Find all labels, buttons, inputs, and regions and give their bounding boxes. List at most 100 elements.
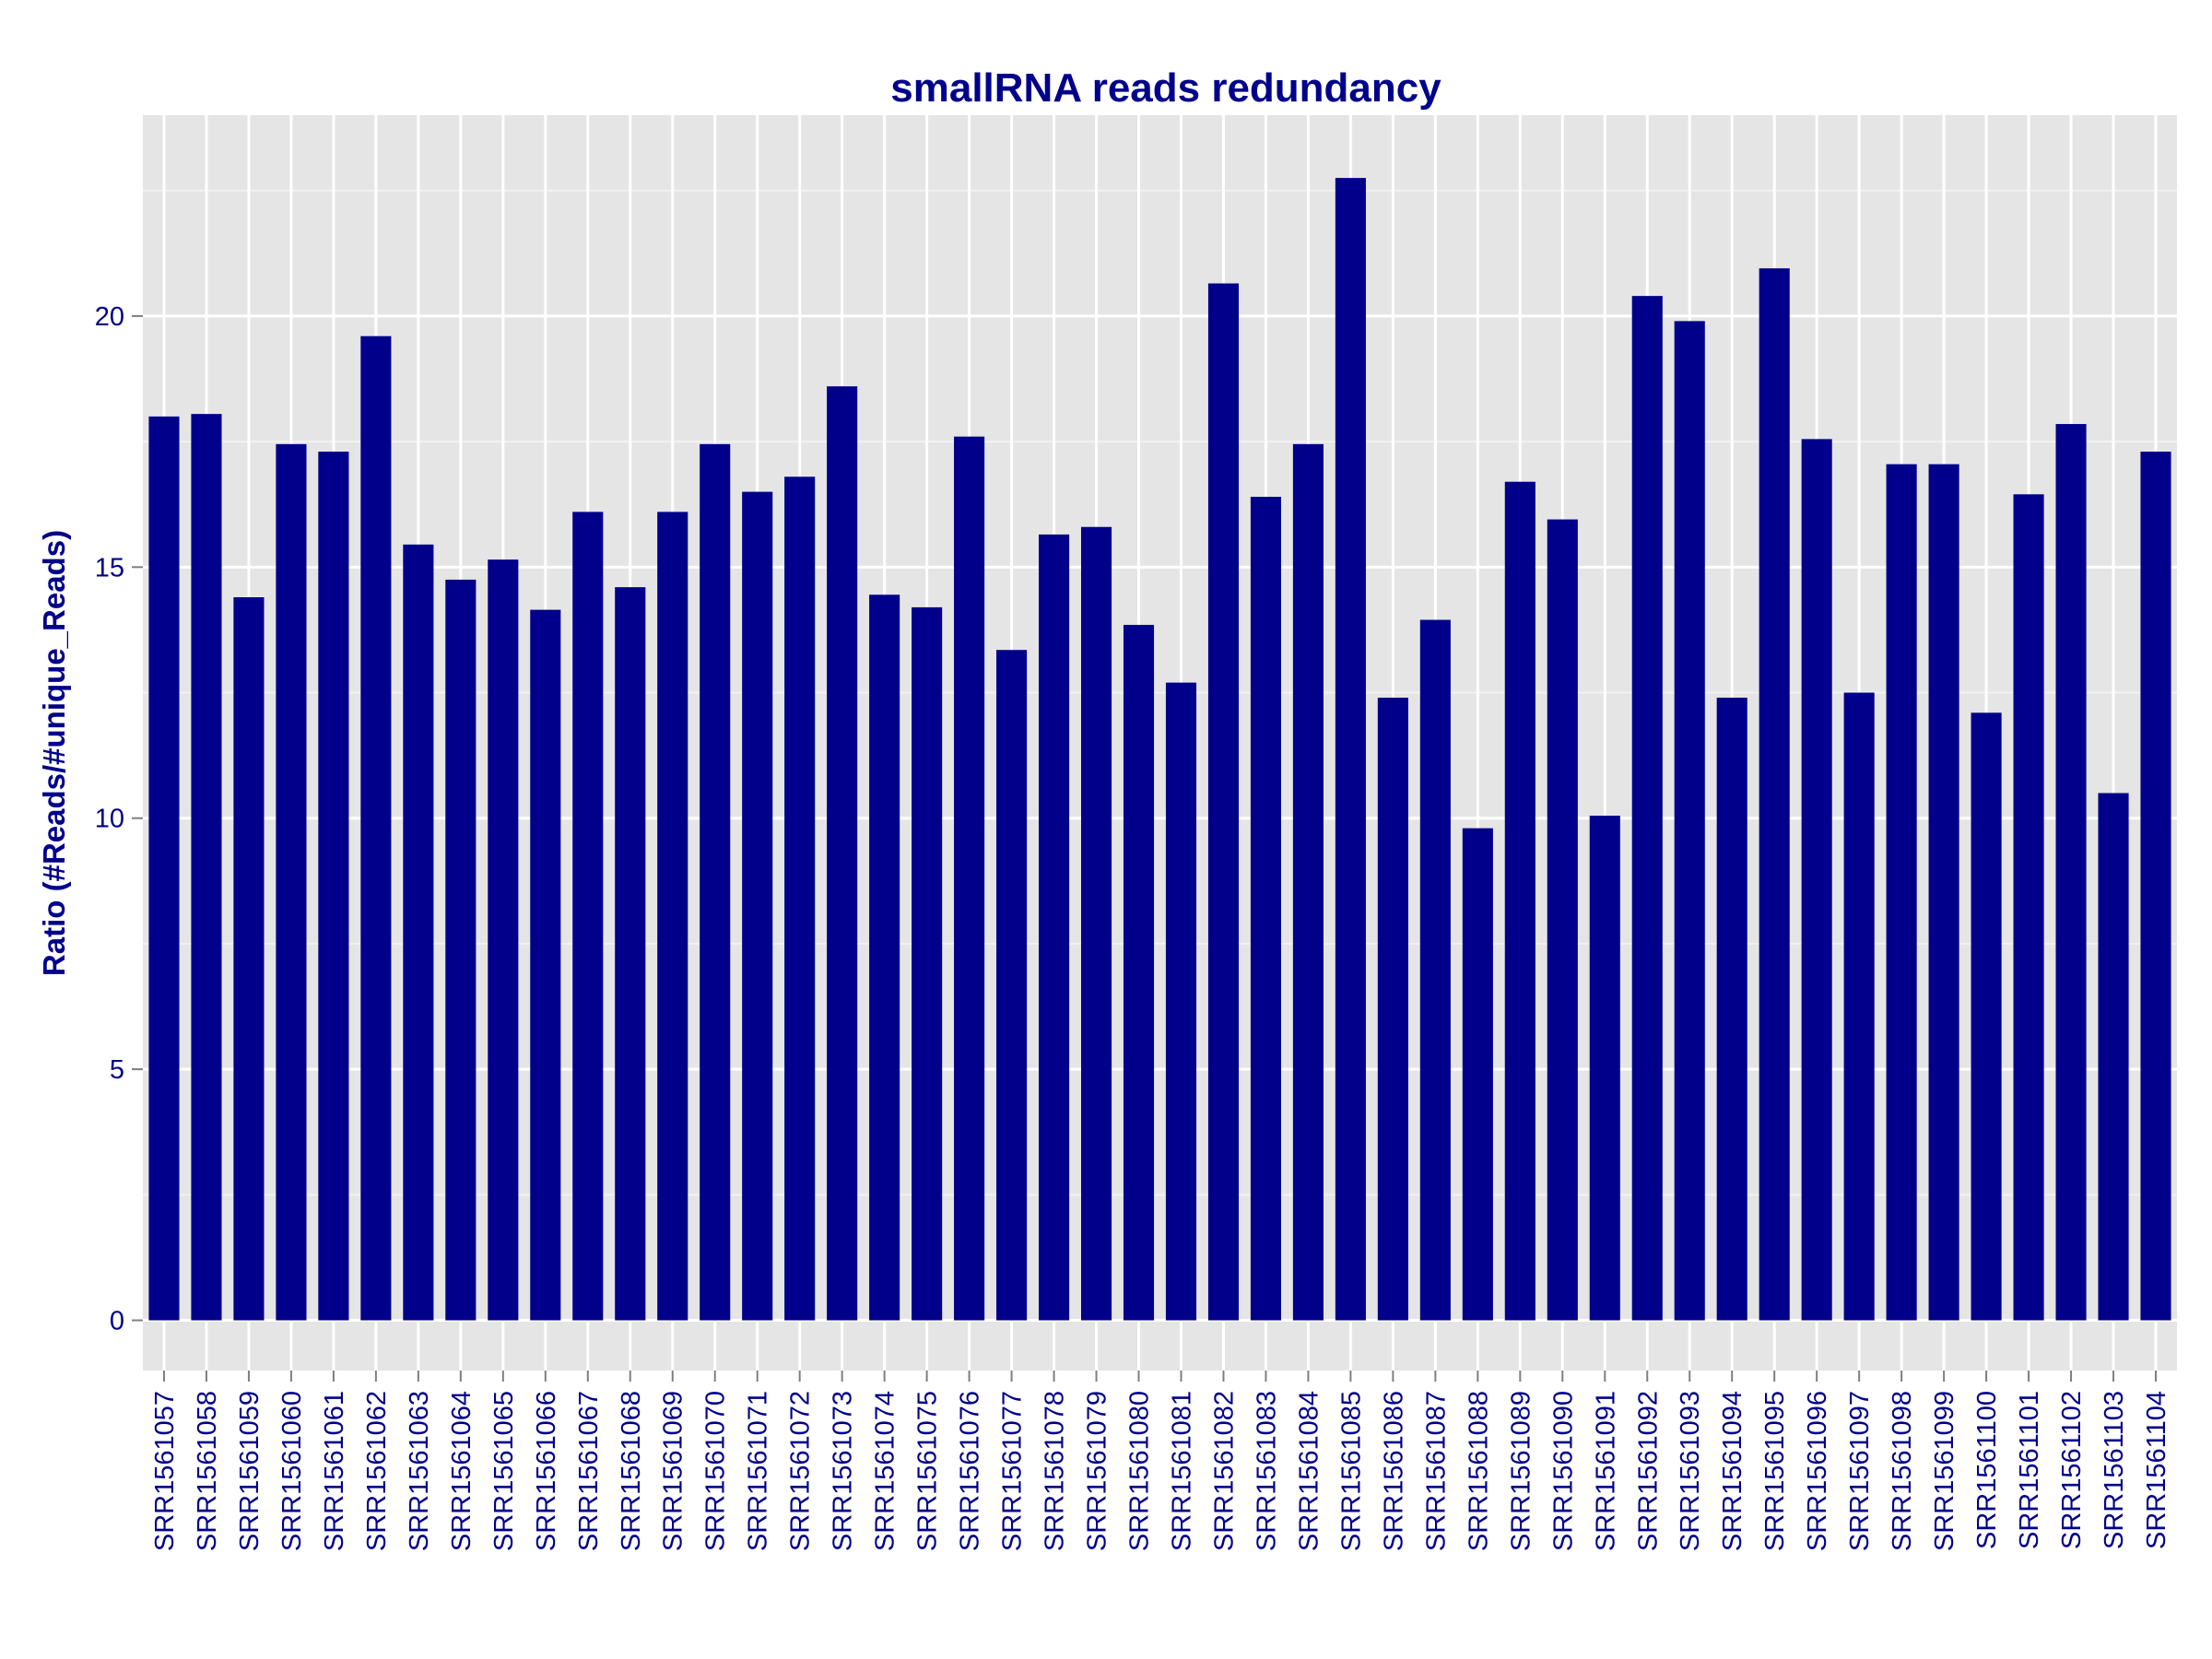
- bar: [233, 597, 265, 1321]
- x-tick-label: SRR1561102: [2057, 1391, 2087, 1549]
- bar: [1928, 464, 1959, 1321]
- x-tick-label: SRR1561088: [1464, 1391, 1493, 1551]
- bar: [360, 335, 392, 1321]
- x-tick-label: SRR1561068: [617, 1391, 646, 1551]
- x-tick-label: SRR1561066: [532, 1391, 561, 1551]
- x-tick-label: SRR1561104: [2142, 1391, 2171, 1549]
- plot-panel: [143, 115, 2177, 1371]
- bar: [869, 594, 900, 1321]
- bar: [1292, 443, 1324, 1321]
- x-tick-label: SRR1561084: [1294, 1391, 1324, 1551]
- x-tick-label: SRR1561095: [1760, 1391, 1790, 1551]
- y-axis-ticks: 0 5 10 15 20: [95, 302, 143, 1336]
- bar: [1504, 481, 1535, 1321]
- bar: [1547, 519, 1578, 1321]
- bar: [2098, 793, 2129, 1321]
- bar: [1165, 682, 1197, 1321]
- bar: [1589, 815, 1620, 1321]
- bar: [1716, 697, 1747, 1321]
- bar: [1207, 283, 1240, 1321]
- bar: [700, 443, 731, 1321]
- x-tick-label: SRR1561098: [1888, 1391, 1917, 1551]
- x-axis-ticks: SRR1561057 SRR1561058 SRR1561059 SRR1561060…: [150, 1371, 2171, 1551]
- x-tick-label: SRR1561091: [1591, 1391, 1620, 1551]
- bar: [1250, 497, 1282, 1321]
- x-tick-label: SRR1561079: [1083, 1391, 1112, 1551]
- x-tick-label: SRR1561099: [1930, 1391, 1959, 1551]
- bar: [1801, 439, 1832, 1321]
- bar: [2013, 494, 2044, 1321]
- bar: [148, 416, 180, 1321]
- x-tick-label: SRR1561090: [1548, 1391, 1578, 1551]
- bar: [1631, 296, 1663, 1321]
- x-tick-label: SRR1561087: [1421, 1391, 1451, 1551]
- bar: [488, 559, 519, 1321]
- x-tick-label: SRR1561096: [1803, 1391, 1832, 1551]
- bar: [912, 606, 943, 1321]
- bar: [572, 512, 604, 1321]
- x-tick-label: SRR1561082: [1209, 1391, 1239, 1551]
- x-tick-label: SRR1561070: [701, 1391, 731, 1551]
- x-tick-label: SRR1561062: [362, 1391, 392, 1551]
- bar: [1886, 464, 1917, 1321]
- bar: [318, 452, 349, 1321]
- x-tick-label: SRR1561083: [1252, 1391, 1281, 1551]
- bar: [403, 544, 434, 1321]
- x-tick-label: SRR1561063: [405, 1391, 434, 1551]
- bar: [1674, 321, 1705, 1321]
- x-tick-label: SRR1561060: [277, 1391, 307, 1551]
- bar: [445, 579, 477, 1321]
- x-tick-label: SRR1561080: [1125, 1391, 1155, 1551]
- bar: [1462, 828, 1493, 1321]
- x-tick-label: SRR1561072: [786, 1391, 816, 1551]
- bar: [1080, 526, 1112, 1321]
- bar: [827, 386, 858, 1321]
- y-tick-label: 15: [95, 553, 124, 582]
- x-tick-label: SRR1561077: [998, 1391, 1028, 1551]
- x-tick-label: SRR1561100: [1972, 1391, 2002, 1549]
- y-tick-label: 20: [95, 302, 124, 332]
- x-tick-label: SRR1561065: [489, 1391, 519, 1551]
- y-axis-title: Ratio (#Reads/#unique_Reads): [37, 530, 71, 976]
- bar: [2055, 424, 2087, 1321]
- x-tick-label: SRR1561067: [574, 1391, 604, 1551]
- bar: [276, 443, 307, 1321]
- x-tick-label: SRR1561075: [913, 1391, 943, 1551]
- bar: [1377, 697, 1408, 1321]
- x-tick-label: SRR1561061: [320, 1391, 349, 1551]
- bar: [1759, 268, 1790, 1321]
- x-tick-label: SRR1561103: [2100, 1391, 2129, 1549]
- bar: [1419, 619, 1451, 1321]
- x-tick-label: SRR1561092: [1633, 1391, 1663, 1551]
- x-tick-label: SRR1561085: [1336, 1391, 1366, 1551]
- bar: [1038, 534, 1070, 1321]
- bar: [530, 609, 561, 1321]
- x-tick-label: SRR1561089: [1506, 1391, 1535, 1551]
- x-tick-label: SRR1561057: [150, 1391, 180, 1551]
- bar: [1843, 692, 1875, 1321]
- bar: [784, 477, 816, 1321]
- x-tick-label: SRR1561059: [235, 1391, 265, 1551]
- bar: [742, 491, 773, 1321]
- bar: [2140, 452, 2171, 1321]
- bars: [148, 178, 2171, 1321]
- x-tick-label: SRR1561058: [193, 1391, 222, 1551]
- x-tick-label: SRR1561101: [2015, 1391, 2044, 1549]
- y-tick-label: 0: [110, 1307, 124, 1336]
- x-tick-label: SRR1561086: [1379, 1391, 1408, 1551]
- x-tick-label: SRR1561097: [1845, 1391, 1875, 1551]
- x-tick-label: SRR1561081: [1167, 1391, 1196, 1551]
- x-tick-label: SRR1561069: [659, 1391, 688, 1551]
- x-tick-label: SRR1561064: [447, 1391, 477, 1551]
- x-tick-label: SRR1561073: [829, 1391, 858, 1551]
- y-tick-label: 5: [110, 1055, 124, 1085]
- bar: [1971, 712, 2002, 1321]
- x-tick-label: SRR1561093: [1676, 1391, 1705, 1551]
- bar: [657, 512, 688, 1321]
- bar: [615, 587, 646, 1321]
- x-tick-label: SRR1561076: [956, 1391, 985, 1551]
- x-tick-label: SRR1561074: [871, 1391, 900, 1551]
- bar: [1123, 624, 1155, 1321]
- x-tick-label: SRR1561094: [1718, 1391, 1747, 1551]
